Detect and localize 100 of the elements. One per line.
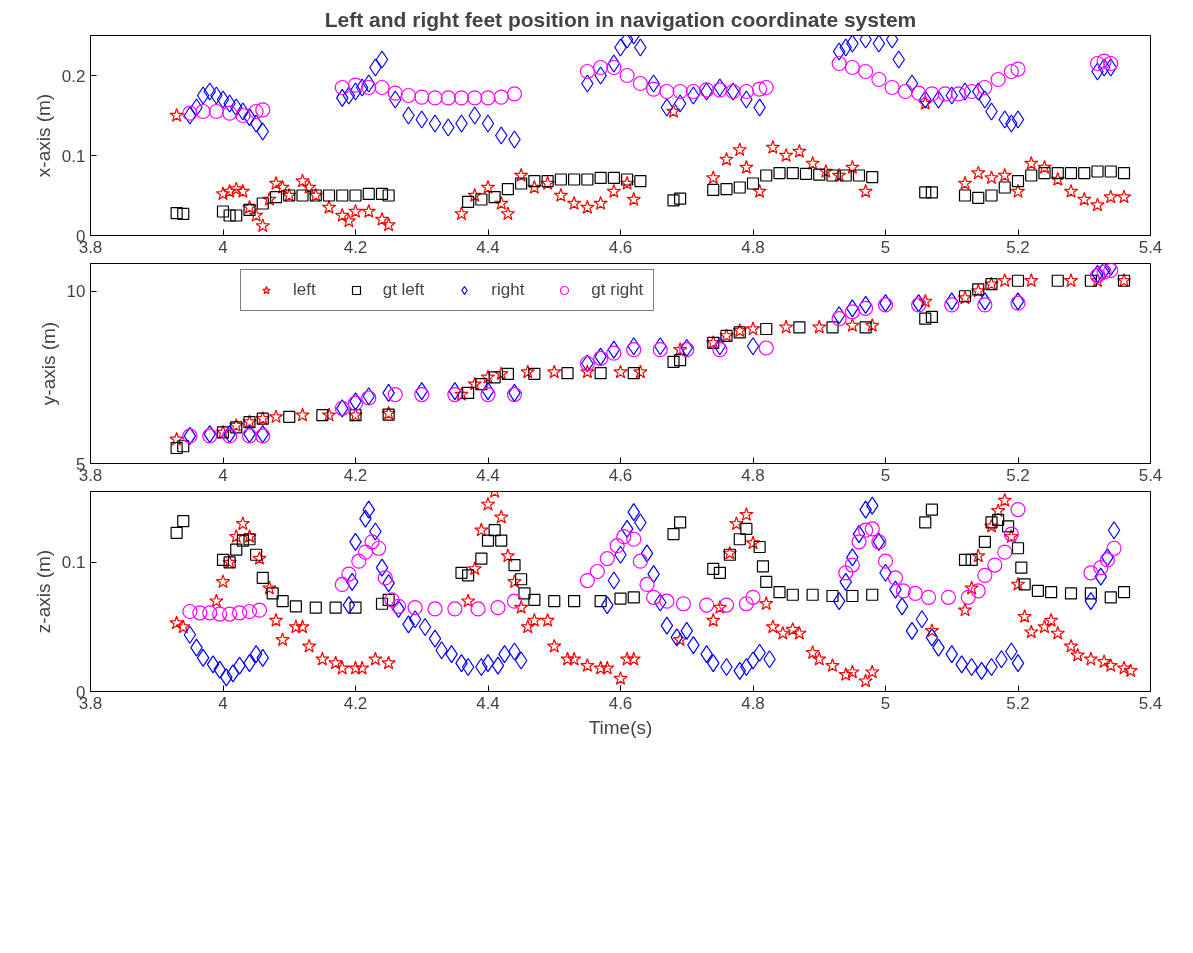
point bbox=[295, 407, 310, 422]
x-tick-label: 4.8 bbox=[741, 465, 765, 485]
point bbox=[626, 342, 642, 358]
x-tick-label: 5.4 bbox=[1138, 693, 1163, 713]
point bbox=[613, 364, 628, 379]
point bbox=[414, 386, 430, 403]
point bbox=[387, 386, 403, 403]
point bbox=[208, 103, 224, 120]
point bbox=[454, 386, 469, 401]
point bbox=[334, 79, 350, 96]
point bbox=[1011, 274, 1025, 287]
point bbox=[453, 90, 470, 106]
point bbox=[1089, 55, 1106, 72]
y-axis-title: z-axis (m) bbox=[32, 549, 54, 634]
point bbox=[400, 87, 417, 104]
point bbox=[627, 337, 641, 356]
point bbox=[977, 79, 993, 96]
point bbox=[170, 441, 183, 455]
point bbox=[672, 342, 688, 356]
point bbox=[467, 90, 483, 106]
point bbox=[811, 319, 827, 334]
x-tick-label: 4.6 bbox=[608, 465, 633, 485]
point bbox=[561, 367, 574, 380]
point bbox=[919, 312, 932, 325]
point bbox=[831, 311, 847, 327]
point bbox=[793, 321, 806, 334]
point bbox=[222, 105, 238, 121]
point bbox=[177, 440, 190, 453]
x-tick-label: 5.2 bbox=[1006, 693, 1030, 713]
legend-label: gt left bbox=[382, 280, 425, 300]
point bbox=[1023, 273, 1039, 287]
point bbox=[230, 421, 243, 434]
point bbox=[321, 407, 337, 422]
point bbox=[844, 304, 860, 320]
point bbox=[659, 83, 675, 100]
x-tick-label: 4 bbox=[218, 237, 228, 257]
point bbox=[977, 297, 993, 313]
point bbox=[594, 367, 607, 380]
point bbox=[897, 83, 913, 100]
point bbox=[713, 337, 727, 356]
y-tick-label: 10 bbox=[66, 282, 86, 302]
point bbox=[844, 59, 860, 76]
point bbox=[978, 292, 992, 311]
point bbox=[667, 355, 680, 368]
point bbox=[858, 300, 874, 316]
point bbox=[248, 103, 264, 120]
point bbox=[447, 386, 463, 403]
point bbox=[1003, 63, 1019, 80]
point bbox=[672, 83, 688, 100]
point bbox=[448, 381, 462, 401]
x-axis-title: Time(s) bbox=[588, 716, 653, 738]
point bbox=[361, 79, 377, 96]
point bbox=[606, 59, 622, 76]
point bbox=[924, 86, 940, 102]
point bbox=[652, 342, 668, 358]
x-tick-label: 4.2 bbox=[343, 465, 368, 485]
point bbox=[387, 85, 403, 101]
x-tick-label: 4.2 bbox=[343, 693, 368, 713]
point bbox=[606, 345, 622, 361]
point bbox=[758, 340, 774, 356]
x-tick-label: 4.8 bbox=[741, 693, 765, 713]
point bbox=[738, 83, 754, 100]
point bbox=[990, 71, 1006, 88]
chart-title: Left and right feet position in navigation coordinate system bbox=[324, 7, 917, 31]
point bbox=[374, 79, 390, 96]
point bbox=[493, 89, 509, 105]
point bbox=[501, 367, 514, 380]
point bbox=[746, 337, 760, 356]
point bbox=[997, 273, 1013, 287]
x-tick-label: 5 bbox=[880, 237, 891, 257]
y-tick-label: 0.1 bbox=[61, 146, 86, 166]
y-tick-label: 0.2 bbox=[61, 66, 86, 86]
point bbox=[832, 306, 846, 325]
point bbox=[546, 364, 562, 379]
point bbox=[964, 83, 980, 100]
point bbox=[760, 322, 773, 336]
point bbox=[884, 79, 900, 96]
x-tick-label: 4.4 bbox=[476, 237, 500, 257]
point bbox=[480, 386, 496, 403]
point bbox=[945, 292, 959, 311]
point bbox=[607, 340, 621, 359]
point bbox=[680, 338, 694, 358]
point bbox=[685, 83, 701, 100]
point bbox=[427, 90, 443, 106]
point bbox=[506, 86, 523, 102]
point bbox=[858, 63, 874, 80]
x-tick-label: 4.4 bbox=[476, 693, 500, 713]
point bbox=[745, 321, 761, 336]
point bbox=[182, 105, 198, 121]
point bbox=[488, 371, 501, 384]
point bbox=[593, 59, 609, 76]
point bbox=[758, 79, 774, 96]
point bbox=[778, 319, 794, 334]
point bbox=[1084, 274, 1097, 287]
legend-label: left bbox=[293, 280, 316, 300]
point bbox=[228, 417, 244, 432]
point bbox=[316, 409, 329, 422]
legend-label: right bbox=[491, 280, 525, 300]
x-tick-label: 4.8 bbox=[741, 237, 765, 257]
point bbox=[255, 102, 271, 118]
